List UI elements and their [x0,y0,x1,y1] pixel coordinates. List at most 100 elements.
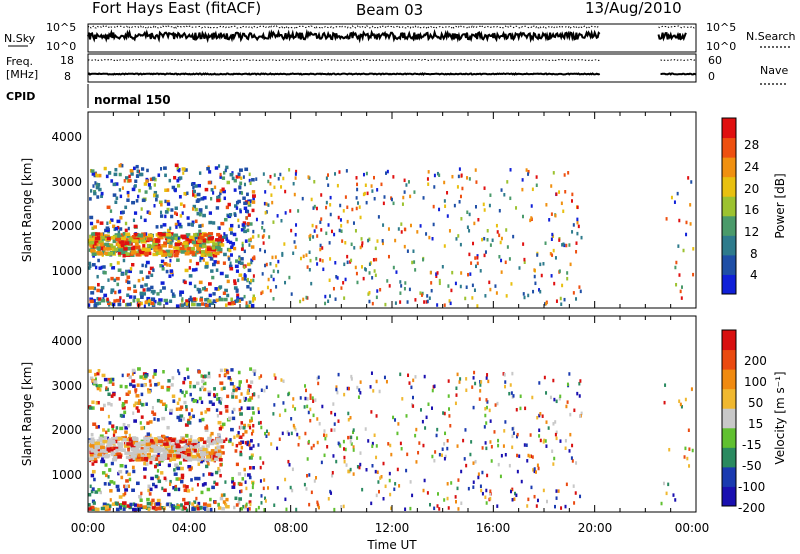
data-cell [568,449,571,453]
data-cell [216,392,219,397]
data-cell [126,302,132,307]
data-cell [536,253,539,257]
data-cell [337,419,340,423]
data-cell [153,372,157,376]
data-cell [304,431,307,436]
data-cell [446,438,449,443]
data-cell [458,380,461,384]
data-cell [218,400,221,404]
data-cell [542,440,545,444]
data-cell [163,437,168,441]
data-cell [141,277,145,281]
data-cell [183,393,186,398]
velocity-panel-frame [87,315,697,513]
data-cell [329,195,332,200]
data-cell [367,238,370,243]
data-cell [327,223,330,227]
data-cell [579,379,582,383]
data-cell [243,423,247,428]
data-cell [384,302,387,307]
data-cell [320,228,323,232]
data-cell [505,228,508,232]
data-cell [250,278,253,283]
data-cell [233,281,237,286]
data-cell [191,507,196,511]
data-cell [312,443,315,448]
data-cell [156,418,160,422]
data-cell [290,417,293,421]
data-cell [506,245,509,249]
data-cell [560,506,563,510]
data-cell [109,480,114,484]
data-cell [457,174,460,179]
data-cell [135,174,140,178]
data-cell [533,467,536,471]
data-cell [545,301,548,306]
data-cell [334,412,337,417]
data-cell [356,436,359,440]
data-cell [688,464,691,468]
data-cell [186,452,191,457]
data-cell [208,451,215,455]
data-cell [111,377,115,382]
noise-tick-high-right: 10^5 [706,21,736,34]
data-cell [283,242,286,246]
data-cell [134,179,138,183]
data-cell [95,301,100,306]
data-cell [121,402,126,406]
data-cell [575,241,578,245]
data-cell [394,482,397,486]
data-cell [376,239,379,243]
data-cell [237,199,241,204]
vel-cbar-tick-200: 200 [744,354,767,368]
data-cell [199,437,204,441]
data-cell [124,271,128,276]
data-cell [240,257,244,261]
data-cell [217,247,223,252]
data-cell [271,200,274,205]
data-cell [198,229,202,234]
data-cell [423,478,426,483]
data-cell [352,430,355,435]
data-cell [509,489,512,494]
data-cell [483,208,486,212]
data-cell [142,288,146,292]
data-cell [436,504,439,508]
data-cell [386,279,389,283]
data-cell [479,383,482,387]
data-cell [464,296,467,301]
data-cell [97,183,101,187]
data-cell [166,385,171,390]
data-cell [375,257,378,262]
data-cell [245,379,249,383]
data-cell [249,396,254,400]
data-cell [414,268,417,272]
data-cell [164,199,167,204]
data-cell [279,172,282,177]
data-cell [231,476,234,481]
data-cell [173,175,177,180]
data-cell [154,484,158,489]
data-cell [668,447,671,452]
data-cell [510,391,513,395]
data-cell [179,241,182,246]
data-cell [225,504,230,509]
data-cell [425,415,428,420]
data-cell [147,388,150,392]
data-cell [260,291,263,296]
data-cell [259,248,262,252]
data-cell [134,388,138,392]
data-cell [132,411,135,415]
data-cell [292,397,295,401]
data-cell [90,286,95,290]
data-cell [143,251,149,256]
data-cell [383,375,386,380]
data-cell [158,460,161,464]
data-cell [90,248,95,253]
data-cell [118,163,122,168]
data-cell [90,169,95,173]
data-cell [340,229,343,233]
data-cell [257,410,260,415]
data-cell [163,166,167,170]
data-cell [576,231,579,236]
